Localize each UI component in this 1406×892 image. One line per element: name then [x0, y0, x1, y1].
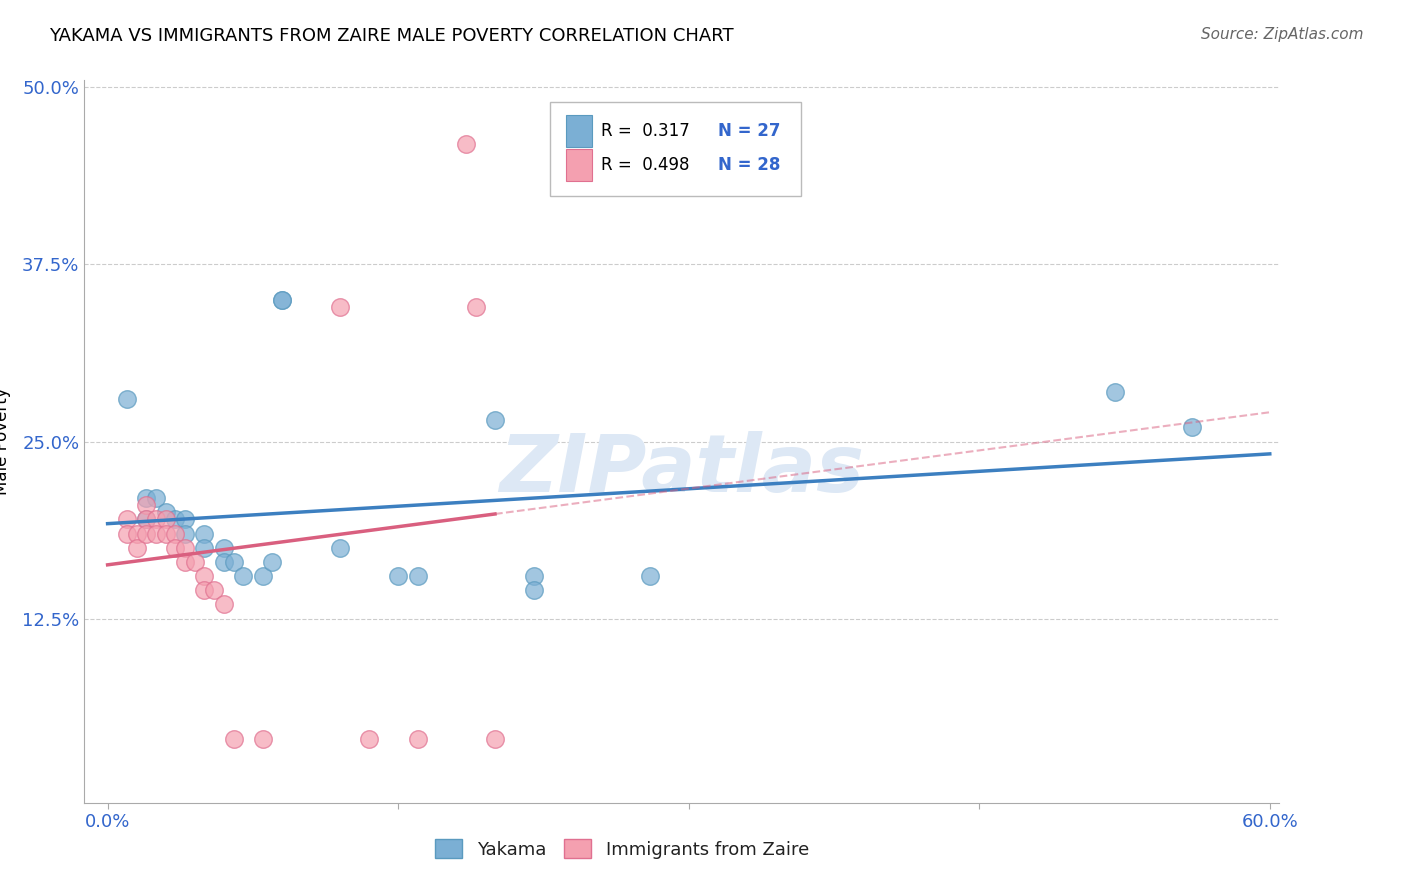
Point: [174, 512, 197, 526]
Point: [329, 541, 352, 555]
Point: [454, 136, 477, 151]
Y-axis label: Male Poverty: Male Poverty: [0, 388, 11, 495]
Point: [184, 555, 207, 569]
FancyBboxPatch shape: [567, 149, 592, 181]
Point: [125, 526, 148, 541]
Point: [135, 512, 157, 526]
Point: [212, 555, 235, 569]
Point: [202, 583, 225, 598]
Point: [523, 583, 546, 598]
Point: [145, 512, 167, 526]
Point: [193, 541, 215, 555]
Text: N = 27: N = 27: [718, 122, 780, 140]
Point: [193, 583, 215, 598]
Point: [155, 512, 177, 526]
Text: Source: ZipAtlas.com: Source: ZipAtlas.com: [1201, 27, 1364, 42]
Point: [252, 569, 274, 583]
Point: [271, 293, 294, 307]
Point: [135, 512, 157, 526]
Point: [387, 569, 409, 583]
Point: [155, 505, 177, 519]
Text: R =  0.498: R = 0.498: [600, 156, 689, 174]
Point: [165, 512, 187, 526]
Point: [193, 569, 215, 583]
Text: R =  0.317: R = 0.317: [600, 122, 689, 140]
Point: [222, 732, 245, 747]
Point: [155, 526, 177, 541]
Point: [135, 526, 157, 541]
Point: [406, 732, 429, 747]
Point: [1181, 420, 1204, 434]
Point: [174, 526, 197, 541]
Point: [232, 569, 254, 583]
Point: [135, 491, 157, 506]
Point: [406, 569, 429, 583]
FancyBboxPatch shape: [551, 102, 801, 196]
Point: [115, 392, 138, 406]
Point: [115, 526, 138, 541]
Point: [252, 732, 274, 747]
Point: [165, 526, 187, 541]
Point: [212, 541, 235, 555]
Text: YAKAMA VS IMMIGRANTS FROM ZAIRE MALE POVERTY CORRELATION CHART: YAKAMA VS IMMIGRANTS FROM ZAIRE MALE POV…: [49, 27, 734, 45]
Point: [484, 732, 506, 747]
Point: [329, 300, 352, 314]
Point: [1104, 384, 1126, 399]
Legend: Yakama, Immigrants from Zaire: Yakama, Immigrants from Zaire: [427, 832, 817, 866]
Point: [174, 555, 197, 569]
Point: [115, 512, 138, 526]
Point: [262, 555, 284, 569]
Point: [135, 498, 157, 512]
Point: [174, 541, 197, 555]
Point: [193, 526, 215, 541]
Point: [165, 541, 187, 555]
Point: [222, 555, 245, 569]
Point: [484, 413, 506, 427]
Text: ZIPatlas: ZIPatlas: [499, 432, 865, 509]
FancyBboxPatch shape: [567, 114, 592, 147]
Point: [523, 569, 546, 583]
Point: [638, 569, 661, 583]
Text: N = 28: N = 28: [718, 156, 780, 174]
Point: [359, 732, 381, 747]
Point: [212, 598, 235, 612]
Point: [145, 526, 167, 541]
Point: [145, 491, 167, 506]
Point: [271, 293, 294, 307]
Point: [464, 300, 486, 314]
Point: [125, 541, 148, 555]
